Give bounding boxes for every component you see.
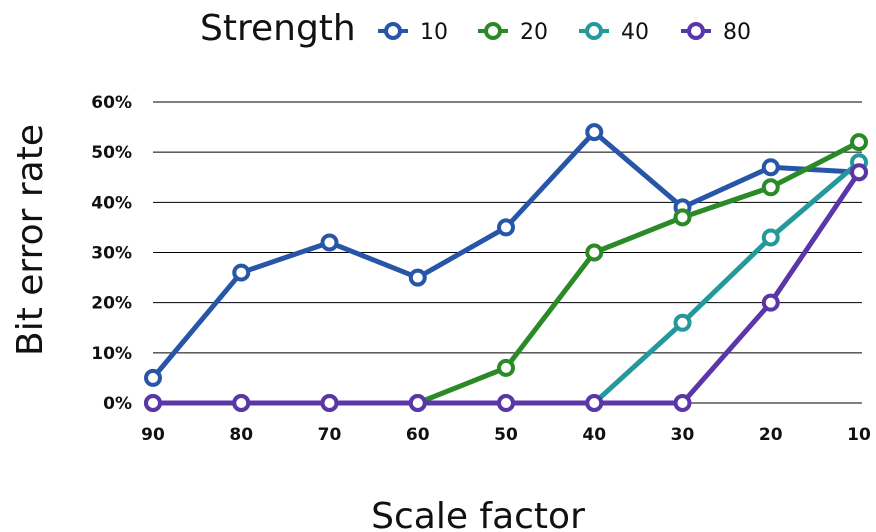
data-point bbox=[497, 394, 515, 412]
legend-item: 80 bbox=[681, 20, 751, 45]
data-point bbox=[585, 123, 604, 142]
data-point bbox=[850, 163, 868, 182]
legend-title: Strength bbox=[200, 8, 356, 49]
legend-item: 20 bbox=[478, 20, 548, 45]
data-point bbox=[761, 178, 780, 197]
data-point bbox=[232, 263, 251, 282]
x-tick-label: 50 bbox=[494, 425, 518, 445]
x-tick-label: 30 bbox=[671, 425, 695, 445]
x-tick-label: 70 bbox=[318, 425, 342, 445]
y-tick-label: 0% bbox=[103, 394, 132, 414]
series-10 bbox=[144, 123, 868, 387]
legend-label: 10 bbox=[420, 20, 448, 45]
data-point bbox=[761, 158, 780, 177]
series-20 bbox=[144, 133, 868, 412]
y-tick-label: 10% bbox=[91, 344, 132, 364]
data-point bbox=[320, 394, 339, 412]
legend-label: 40 bbox=[621, 20, 649, 45]
x-axis-title: Scale factor bbox=[371, 496, 585, 532]
legend: Strength 10 20 40 80 bbox=[200, 8, 751, 49]
x-tick-label: 60 bbox=[406, 425, 430, 445]
data-point bbox=[497, 358, 515, 377]
data-point bbox=[761, 293, 780, 312]
data-point bbox=[850, 133, 868, 152]
x-tick-label: 10 bbox=[847, 425, 871, 445]
x-tick-label: 90 bbox=[141, 425, 165, 445]
y-axis-ticks: 0% 10% 20% 30% 40% 50% 60% bbox=[91, 93, 132, 414]
legend-swatch-marker bbox=[687, 22, 705, 40]
y-tick-label: 20% bbox=[91, 294, 132, 314]
legend-swatch-marker bbox=[585, 22, 603, 40]
y-tick-label: 30% bbox=[91, 244, 132, 264]
data-point bbox=[144, 368, 162, 387]
x-axis-ticks: 90 80 70 60 50 40 30 20 10 bbox=[141, 425, 871, 445]
x-tick-label: 20 bbox=[759, 425, 783, 445]
y-tick-label: 50% bbox=[91, 143, 132, 163]
y-tick-label: 60% bbox=[91, 93, 132, 113]
legend-item: 10 bbox=[378, 20, 448, 45]
data-point bbox=[232, 394, 251, 412]
legend-swatch-marker bbox=[384, 22, 402, 40]
y-axis-title: Bit error rate bbox=[10, 124, 51, 356]
x-tick-label: 80 bbox=[229, 425, 253, 445]
data-point bbox=[673, 313, 692, 332]
series-80 bbox=[144, 163, 868, 412]
data-point bbox=[144, 394, 162, 412]
x-tick-label: 40 bbox=[582, 425, 606, 445]
data-point bbox=[320, 233, 339, 252]
data-point bbox=[585, 394, 604, 412]
legend-label: 80 bbox=[723, 20, 751, 45]
series-group bbox=[144, 123, 868, 412]
data-point bbox=[673, 394, 692, 412]
data-point bbox=[408, 268, 427, 287]
data-point bbox=[585, 243, 604, 262]
data-point bbox=[497, 218, 515, 237]
y-tick-label: 40% bbox=[91, 193, 132, 213]
data-point bbox=[673, 208, 692, 227]
data-point bbox=[761, 228, 780, 247]
legend-item: 40 bbox=[579, 20, 649, 45]
data-point bbox=[408, 394, 427, 412]
legend-label: 20 bbox=[520, 20, 548, 45]
legend-swatch-marker bbox=[484, 22, 502, 40]
